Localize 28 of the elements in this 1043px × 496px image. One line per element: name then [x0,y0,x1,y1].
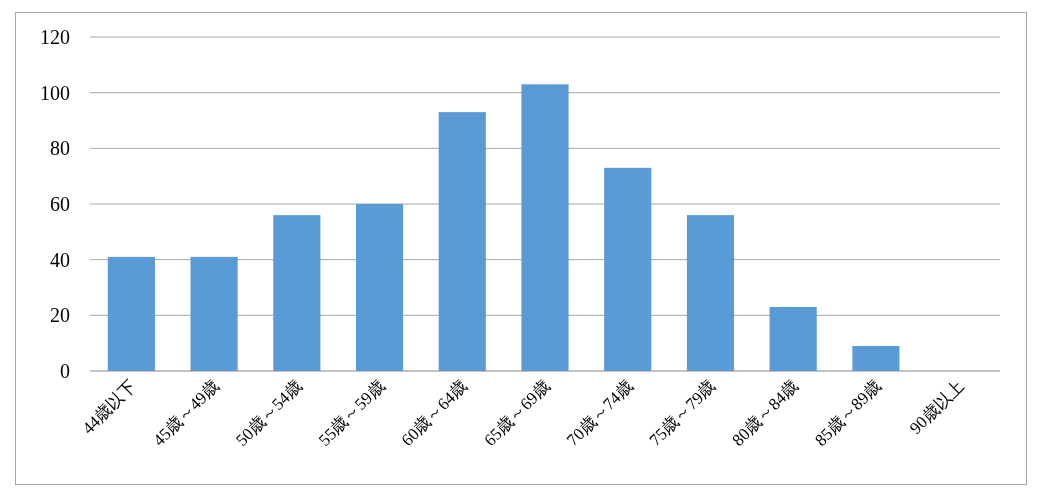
bar [190,256,238,371]
x-tick-label: 55歳～59歳 [314,376,389,450]
y-tick-label: 60 [50,193,70,215]
x-tick-label: 65歳～69歳 [480,376,554,450]
x-tick-label: 90歳以上 [905,376,968,438]
y-tick-label: 80 [50,137,70,160]
x-tick-label: 75歳～79歳 [645,376,720,450]
x-tick-label: 60歳～64歳 [397,376,472,450]
x-tick-label: 70歳～74歳 [563,376,637,450]
bar [107,256,155,371]
bar [438,112,486,371]
x-tick-label: 80歳～84歳 [728,376,803,450]
bar [273,215,321,371]
bar [521,84,569,371]
y-tick-label: 0 [60,360,70,382]
bar [769,306,817,371]
bar [604,167,652,371]
y-tick-label: 100 [40,81,70,104]
bar [686,215,735,371]
x-tick-label: 85歳～89歳 [811,376,885,450]
bar [852,345,900,371]
x-tick-label: 45歳～49歳 [149,376,223,450]
x-tick-label: 44歳以下 [78,376,141,438]
y-tick-label: 120 [40,26,70,48]
y-tick-label: 40 [50,248,70,271]
x-tick-label: 50歳～54歳 [232,376,306,450]
y-tick-label: 20 [50,304,70,327]
bar [355,204,404,371]
